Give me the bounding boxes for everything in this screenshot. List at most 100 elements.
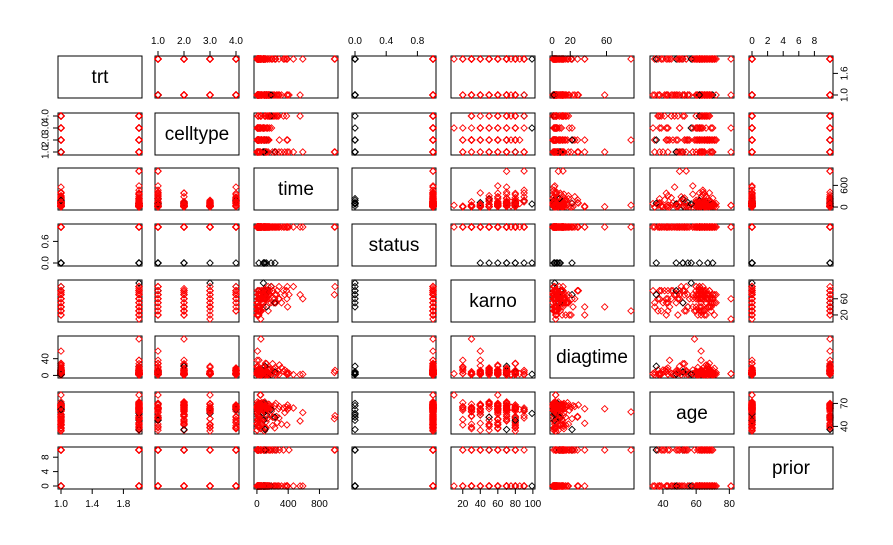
data-point — [351, 148, 359, 156]
data-point — [502, 223, 511, 231]
data-point — [154, 223, 162, 231]
data-point — [748, 223, 756, 231]
data-point — [528, 55, 536, 63]
data-point — [708, 294, 717, 303]
data-point — [180, 223, 188, 231]
data-point — [57, 223, 65, 231]
data-point — [826, 124, 834, 132]
data-point — [485, 55, 493, 63]
data-point — [553, 259, 562, 267]
data-point — [700, 223, 709, 231]
data-point — [748, 91, 756, 99]
data-point — [57, 294, 65, 303]
data-point — [180, 91, 188, 99]
data-point — [748, 223, 756, 231]
data-point — [485, 200, 493, 209]
data-point — [748, 223, 756, 231]
data-point — [511, 124, 520, 132]
data-point — [748, 223, 756, 231]
data-point — [476, 112, 485, 120]
data-point — [826, 148, 834, 156]
data-point — [748, 223, 756, 231]
data-point — [748, 136, 756, 144]
data-point — [748, 223, 756, 231]
data-point — [692, 223, 700, 231]
data-point — [180, 259, 188, 267]
data-point — [748, 124, 756, 132]
data-point — [674, 223, 682, 231]
data-point — [232, 55, 240, 63]
data-point — [135, 311, 143, 319]
data-point — [450, 55, 458, 63]
data-point — [429, 55, 437, 63]
data-point — [180, 198, 188, 207]
data-point — [467, 136, 476, 144]
data-point — [748, 124, 756, 132]
data-point — [180, 303, 188, 311]
data-point — [649, 223, 657, 231]
data-point — [253, 311, 262, 319]
data-point — [429, 286, 437, 295]
data-point — [135, 223, 143, 231]
data-point — [573, 198, 582, 207]
data-point — [180, 55, 188, 63]
data-point — [429, 286, 437, 295]
data-point — [154, 223, 162, 231]
data-point — [135, 148, 143, 156]
data-point — [135, 223, 143, 231]
panel-trt-vs-time — [253, 55, 339, 99]
data-point — [57, 136, 65, 144]
data-point — [429, 112, 437, 120]
data-point — [748, 223, 756, 231]
data-point — [748, 112, 756, 120]
data-point — [271, 55, 279, 63]
data-point — [232, 189, 240, 198]
data-point — [180, 223, 188, 231]
data-point — [515, 223, 524, 231]
data-point — [650, 55, 659, 63]
data-point — [748, 136, 756, 144]
data-point — [256, 148, 265, 156]
data-point — [135, 124, 143, 132]
data-point — [154, 55, 162, 63]
data-point — [692, 136, 700, 144]
data-point — [748, 223, 756, 231]
data-point — [654, 201, 662, 210]
data-point — [429, 55, 437, 63]
data-point — [429, 91, 437, 99]
data-point — [429, 303, 437, 311]
data-point — [135, 136, 143, 144]
data-point — [57, 148, 65, 156]
data-point — [135, 303, 143, 311]
data-point — [826, 290, 834, 299]
data-point — [748, 223, 756, 231]
data-point — [748, 55, 756, 63]
data-point — [154, 91, 162, 99]
data-point — [493, 136, 502, 144]
data-point — [748, 55, 756, 63]
data-point — [57, 223, 65, 231]
data-point — [154, 223, 162, 231]
data-point — [476, 223, 485, 231]
data-point — [135, 294, 143, 303]
data-point — [748, 91, 756, 99]
data-point — [476, 91, 485, 99]
data-point — [154, 286, 162, 295]
data-point — [135, 223, 143, 231]
data-point — [351, 136, 359, 144]
data-point — [135, 136, 143, 144]
data-point — [57, 223, 65, 231]
data-point — [467, 223, 476, 231]
data-point — [429, 298, 437, 307]
data-point — [135, 124, 143, 132]
data-point — [57, 286, 65, 295]
data-point — [558, 91, 566, 99]
data-point — [502, 91, 511, 99]
data-point — [650, 136, 659, 144]
data-point — [57, 303, 65, 311]
data-point — [232, 307, 240, 315]
data-point — [429, 55, 437, 63]
data-point — [476, 55, 485, 63]
data-point — [57, 136, 65, 144]
data-point — [272, 91, 281, 99]
